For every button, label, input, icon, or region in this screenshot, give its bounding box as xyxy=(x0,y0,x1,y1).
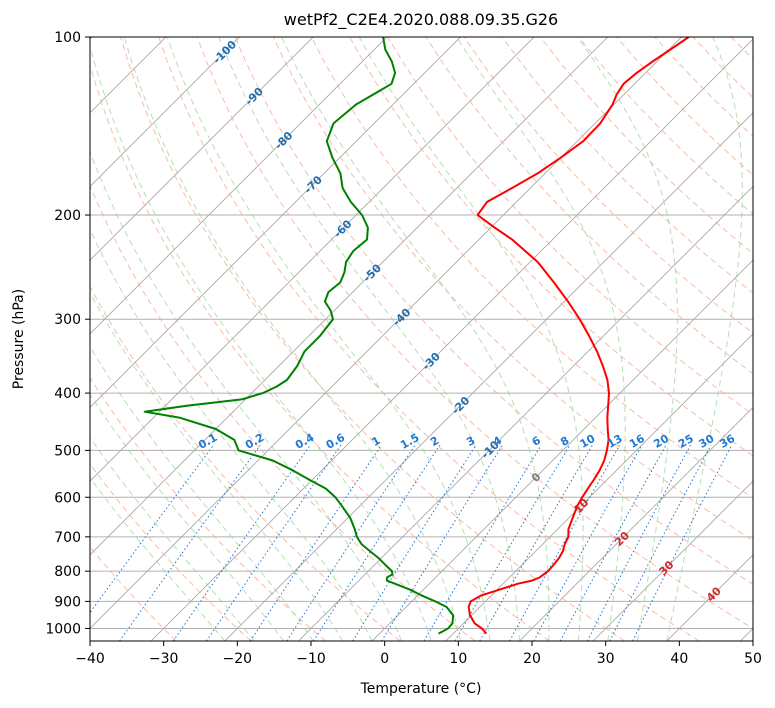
plot-frame xyxy=(89,36,754,642)
y-tick-label: 300 xyxy=(54,312,81,328)
isotherm-line xyxy=(90,37,682,630)
isotherm-label: 0 xyxy=(529,470,544,485)
y-tick-label: 900 xyxy=(54,594,81,610)
y-tick-label: 800 xyxy=(54,564,81,580)
y-tick-label: 600 xyxy=(54,490,81,506)
isotherm-label: 10 xyxy=(571,496,591,516)
x-axis-label: Temperature (°C) xyxy=(360,681,482,697)
moist-adiabat-line xyxy=(666,37,743,641)
isotherm-line xyxy=(90,37,609,556)
dry-adiabat-line xyxy=(90,63,551,641)
isotherm-line xyxy=(445,333,753,641)
dry-adiabat-line xyxy=(158,37,700,641)
y-tick-label: 1000 xyxy=(45,621,81,637)
y-tick-label: 400 xyxy=(54,386,81,402)
mixing-ratio-line xyxy=(119,444,261,641)
x-tick-label: 20 xyxy=(523,651,541,667)
isotherm-lines xyxy=(90,37,753,641)
mixing-ratio-line xyxy=(313,444,441,641)
dry-adiabat-line xyxy=(310,37,753,499)
y-tick-label: 700 xyxy=(54,530,81,546)
y-tick-label: 500 xyxy=(54,443,81,459)
isotherm-line xyxy=(224,112,753,641)
moist-adiabat-line xyxy=(90,228,373,641)
mixing-ratio-lines xyxy=(90,444,733,641)
dry-adiabat-line xyxy=(120,37,625,641)
moist-adiabat-line xyxy=(577,37,678,641)
isotherm-line xyxy=(90,37,314,261)
moist-adiabat-line xyxy=(455,37,626,641)
x-tick-label: −30 xyxy=(149,651,179,667)
mixing-ratio-line xyxy=(381,444,503,641)
moist-adiabat-line xyxy=(90,150,403,641)
profile-lines xyxy=(143,37,690,635)
mixing-ratio-line xyxy=(533,444,643,641)
mixing-ratio-line xyxy=(352,444,477,641)
dry-adiabat-line xyxy=(90,463,252,641)
mixing-ratio-line xyxy=(423,444,542,641)
isotherm-line xyxy=(592,480,753,641)
moist-adiabat-line xyxy=(123,37,461,641)
isotherm-line xyxy=(150,38,753,641)
x-tick-label: 10 xyxy=(449,651,467,667)
mixing-ratio-line xyxy=(249,444,382,641)
mixing-ratio-line xyxy=(286,444,416,641)
moist-adiabat-line xyxy=(281,37,550,641)
dry-adiabat-line xyxy=(90,376,327,641)
isotherm-line xyxy=(90,37,388,335)
dry-adiabat-line xyxy=(196,37,753,630)
mixing-ratio-line xyxy=(509,444,621,641)
isotherm-line xyxy=(90,37,461,409)
chart-title: wetPf2_C2E4.2020.088.09.35.G26 xyxy=(284,10,558,30)
x-tick-label: −10 xyxy=(296,651,326,667)
isotherm-line xyxy=(90,37,240,188)
moist-adiabat-line xyxy=(358,37,584,641)
moist-adiabat-line xyxy=(90,291,344,641)
dry-adiabat-line xyxy=(501,37,753,294)
x-tick-label: −40 xyxy=(75,651,105,667)
mixing-ratio-line xyxy=(205,444,342,641)
x-tick-label: 30 xyxy=(597,651,615,667)
moist-adiabat-line xyxy=(90,477,226,641)
mixing-ratio-line xyxy=(609,444,712,641)
y-axis-label: Pressure (hPa) xyxy=(11,289,27,389)
x-tick-label: −20 xyxy=(223,651,253,667)
mixing-ratio-line xyxy=(172,444,311,641)
isotherm-label: 30 xyxy=(657,558,677,578)
isotherm-line xyxy=(90,37,535,482)
isotherm-label: 40 xyxy=(704,584,724,604)
moist-adiabat-lines xyxy=(90,37,743,641)
moist-adiabat-line xyxy=(218,37,520,641)
plot-area: -100-90-80-70-60-50-40-30-20-10010203040… xyxy=(90,37,753,641)
moist-adiabat-line xyxy=(90,393,285,641)
y-tick-label: 200 xyxy=(54,208,81,224)
dewpoint-line xyxy=(143,37,455,635)
isotherm-line xyxy=(371,259,753,641)
dry-adiabat-line xyxy=(463,37,753,334)
temperature-line xyxy=(467,37,690,635)
moist-adiabat-line xyxy=(90,345,314,641)
isotherm-label: 20 xyxy=(612,529,632,549)
y-axis: 100 200 300 400 500 600 700 800 900 1000 xyxy=(45,30,90,637)
x-tick-label: 50 xyxy=(744,651,762,667)
mixing-ratio-line xyxy=(632,444,733,641)
dry-adiabat-line xyxy=(272,37,753,542)
x-tick-label: 0 xyxy=(380,651,389,667)
x-axis: −40 −30 −20 −10 0 10 20 30 40 50 xyxy=(75,641,762,667)
dry-adiabat-lines xyxy=(90,37,753,641)
isotherm-line xyxy=(519,406,753,641)
moist-adiabat-line xyxy=(90,43,432,641)
moist-adiabat-line xyxy=(90,436,255,641)
y-tick-label: 100 xyxy=(54,30,81,46)
x-tick-label: 40 xyxy=(670,651,688,667)
dry-adiabat-line xyxy=(234,37,753,585)
moist-adiabat-line xyxy=(166,37,491,641)
